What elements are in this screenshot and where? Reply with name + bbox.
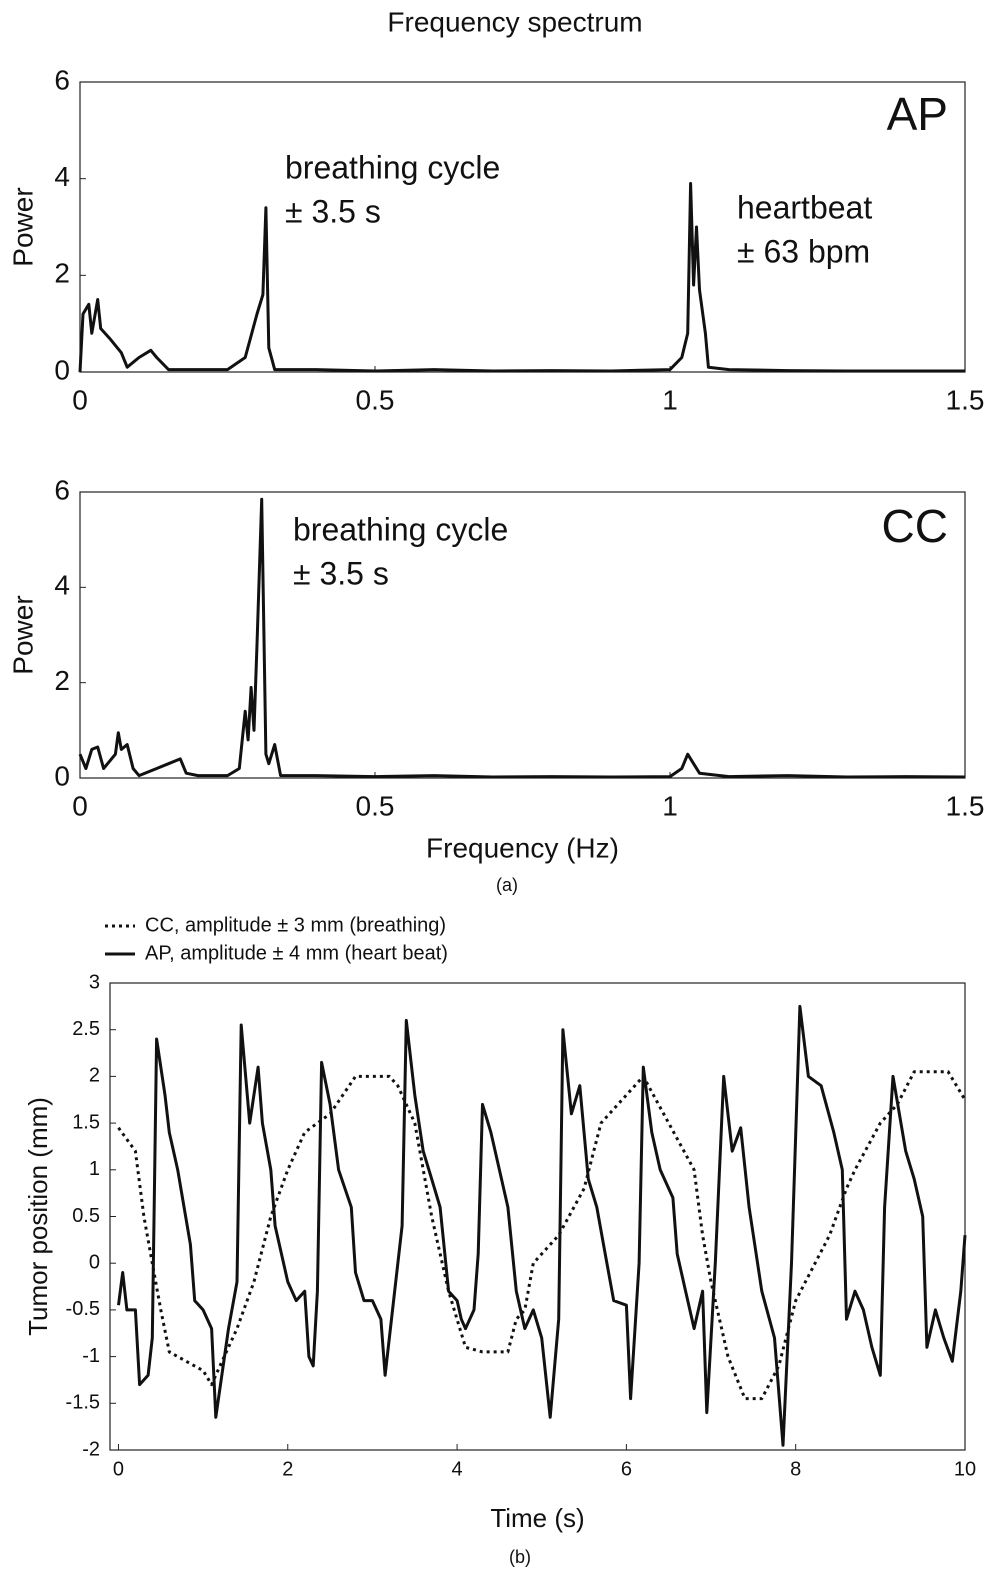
y-tick-label: -0.5 [66, 1298, 100, 1320]
y-tick-label: 2 [89, 1065, 100, 1087]
spectrum-line [78, 497, 966, 779]
x-tick-label: 0.5 [356, 790, 395, 821]
x-tick-label: 1 [662, 790, 678, 821]
y-tick-label: 4 [54, 161, 70, 192]
y-tick-label: 0.5 [72, 1205, 100, 1227]
x-tick-label: 0 [72, 790, 88, 821]
y-tick-label: -1 [82, 1345, 100, 1367]
y-tick-label: -2 [82, 1438, 100, 1460]
y-tick-label: 3 [89, 971, 100, 993]
x-axis-label: Frequency (Hz) [426, 832, 619, 863]
y-tick-label: 0 [89, 1251, 100, 1273]
y-tick-label: 2.5 [72, 1018, 100, 1040]
x-tick-label: 6 [621, 1458, 632, 1480]
annotation: heartbeat [737, 189, 872, 225]
x-tick-label: 10 [954, 1458, 976, 1480]
y-tick-label: 1.5 [72, 1111, 100, 1133]
x-tick-label: 2 [282, 1458, 293, 1480]
annotation: breathing cycle [285, 149, 500, 185]
x-tick-label: 8 [790, 1458, 801, 1480]
legend-label: CC, amplitude ± 3 mm (breathing) [145, 914, 446, 936]
plot-frame [79, 491, 966, 779]
annotation: ± 3.5 s [293, 555, 389, 591]
x-tick-label: 1.5 [946, 384, 985, 415]
x-tick-label: 1.5 [946, 790, 985, 821]
caption: (b) [509, 1547, 531, 1567]
y-tick-label: 6 [54, 64, 70, 95]
chart-title: Frequency spectrum [387, 6, 642, 37]
panel-label: AP [887, 88, 948, 140]
x-axis-label: Time (s) [490, 1503, 584, 1533]
caption: (a) [496, 875, 518, 895]
legend-label: AP, amplitude ± 4 mm (heart beat) [145, 942, 448, 964]
annotation: ± 3.5 s [285, 193, 381, 229]
y-tick-label: 6 [54, 474, 70, 505]
y-tick-label: 0 [54, 760, 70, 791]
y-tick-label: 2 [54, 665, 70, 696]
x-tick-label: 4 [452, 1458, 463, 1480]
y-tick-label: 2 [54, 258, 70, 289]
x-tick-label: 1 [662, 384, 678, 415]
y-axis-label: Power [7, 595, 38, 674]
x-tick-label: 0.5 [356, 384, 395, 415]
plot-frame [79, 81, 966, 373]
x-tick-label: 0 [72, 384, 88, 415]
x-tick-label: 0 [113, 1458, 124, 1480]
annotation: breathing cycle [293, 511, 508, 547]
series-line [117, 1004, 967, 1447]
y-axis-label: Tumor position (mm) [23, 1097, 53, 1336]
spectrum-line [78, 182, 965, 373]
y-tick-label: 0 [54, 354, 70, 385]
y-tick-label: 4 [54, 570, 70, 601]
y-tick-label: -1.5 [66, 1392, 100, 1414]
annotation: ± 63 bpm [737, 233, 870, 269]
panel-label: CC [882, 500, 948, 552]
y-tick-label: 1 [89, 1158, 100, 1180]
y-axis-label: Power [7, 187, 38, 266]
